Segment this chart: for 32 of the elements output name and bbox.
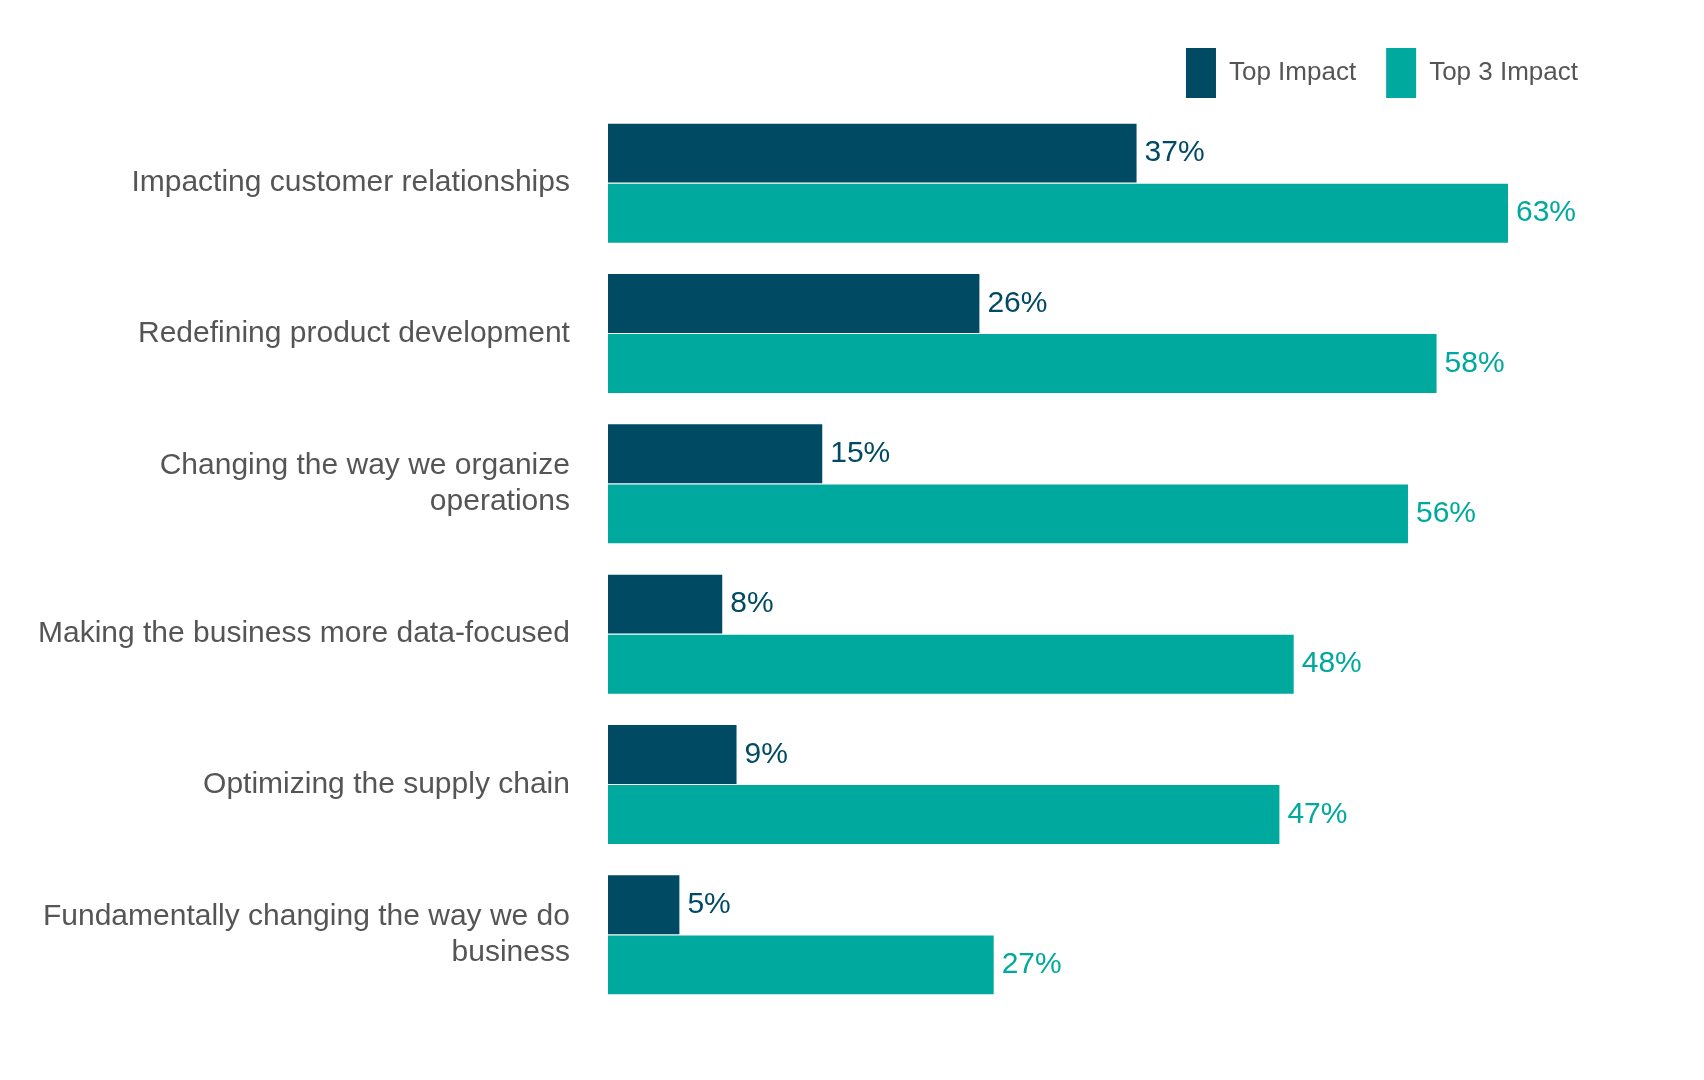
data-label: 47% — [1287, 795, 1348, 829]
bar — [607, 183, 1508, 243]
bar — [607, 123, 1137, 183]
y-tick-label: Changing the way we organize operations — [159, 447, 570, 517]
bar — [607, 424, 823, 484]
data-label: 63% — [1516, 194, 1577, 228]
y-tick-label: Making the business more data-focused — [37, 615, 570, 649]
bar — [607, 935, 994, 995]
legend-label: Top Impact — [1228, 56, 1357, 87]
data-label: 15% — [830, 435, 891, 469]
bar — [607, 273, 980, 333]
data-label: 9% — [744, 735, 788, 769]
legend-label: Top 3 Impact — [1429, 56, 1579, 87]
data-label: 48% — [1301, 645, 1362, 679]
data-label: 37% — [1144, 134, 1205, 168]
bar — [607, 634, 1294, 694]
data-label: 27% — [1001, 946, 1062, 980]
bar — [607, 724, 737, 784]
y-tick-label: Fundamentally changing the way we do business — [42, 898, 570, 968]
bar — [607, 785, 1280, 845]
data-label: 58% — [1444, 344, 1505, 378]
bar — [607, 574, 723, 634]
y-tick-label: Impacting customer relationships — [131, 164, 570, 198]
data-label: 5% — [687, 886, 731, 920]
bar — [607, 484, 1408, 544]
y-tick-label: Optimizing the supply chain — [203, 765, 570, 799]
bar — [607, 334, 1437, 394]
data-label: 26% — [987, 284, 1048, 318]
data-label: 8% — [730, 585, 774, 619]
data-label: 56% — [1415, 495, 1477, 529]
y-tick-label: Redefining product development — [138, 314, 571, 348]
bar — [607, 875, 680, 935]
